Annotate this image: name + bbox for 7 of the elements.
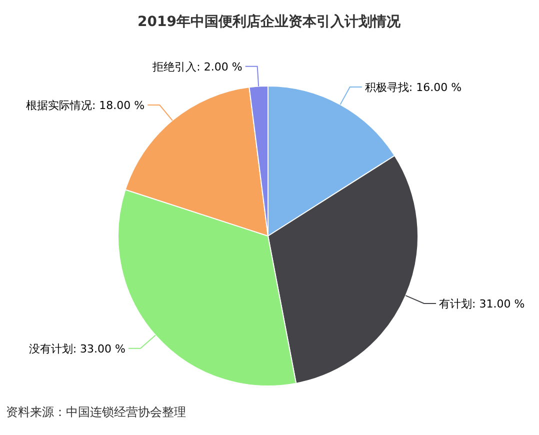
- slice-label: 根据实际情况: 18.00 %: [26, 99, 145, 112]
- text: 资料来源：中国连锁经营协会整理: [6, 405, 186, 419]
- slice-label: 没有计划: 33.00 %: [28, 342, 126, 356]
- slice-label: 拒绝引入: 2.00 %: [152, 60, 242, 74]
- slice-label: 积极寻找: 16.00 %: [364, 81, 462, 94]
- chart-title: 2019年中国便利店企业资本引入计划情况: [138, 13, 402, 30]
- slice-label: 有计划: 31.00 %: [439, 298, 525, 311]
